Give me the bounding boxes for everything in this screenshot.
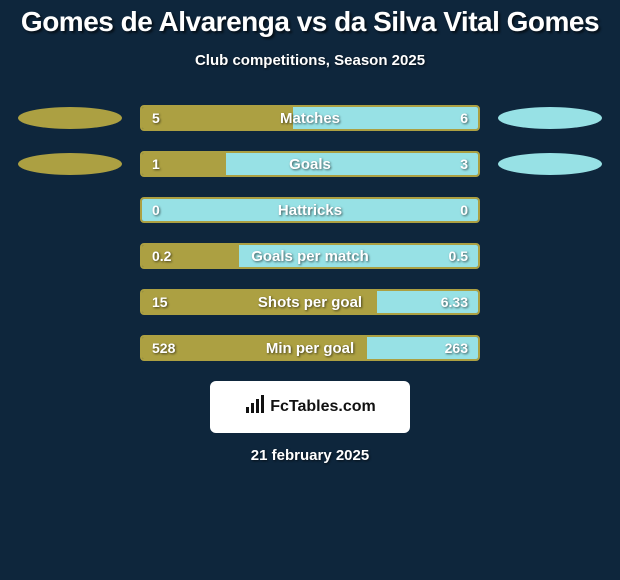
- stat-row: 56Matches: [0, 105, 620, 131]
- oval-spacer: [498, 245, 602, 267]
- chart-date: 21 february 2025: [0, 447, 620, 464]
- stat-row: 00Hattricks: [0, 197, 620, 223]
- comparison-chart: Gomes de Alvarenga vs da Silva Vital Gom…: [0, 0, 620, 580]
- stat-bar: 0.20.5Goals per match: [140, 243, 480, 269]
- chart-subtitle: Club competitions, Season 2025: [0, 52, 620, 69]
- chart-title: Gomes de Alvarenga vs da Silva Vital Gom…: [0, 0, 620, 38]
- brand-box: FcTables.com: [210, 381, 410, 433]
- stat-row: 0.20.5Goals per match: [0, 243, 620, 269]
- oval-spacer: [498, 291, 602, 313]
- stat-bar: 56Matches: [140, 105, 480, 131]
- player-left-oval: [18, 107, 122, 129]
- oval-spacer: [18, 245, 122, 267]
- oval-spacer: [18, 199, 122, 221]
- oval-spacer: [18, 291, 122, 313]
- oval-spacer: [498, 199, 602, 221]
- brand-text: FcTables.com: [270, 398, 376, 416]
- stat-bar: 00Hattricks: [140, 197, 480, 223]
- stat-bar: 13Goals: [140, 151, 480, 177]
- player-right-oval: [498, 107, 602, 129]
- stat-label: Matches: [142, 107, 478, 129]
- oval-spacer: [18, 337, 122, 359]
- stat-label: Goals: [142, 153, 478, 175]
- stat-rows: 56Matches 13Goals 00Hattricks 0.20.5Goals p…: [0, 105, 620, 361]
- stat-label: Shots per goal: [142, 291, 478, 313]
- stat-row: 528263Min per goal: [0, 335, 620, 361]
- stat-label: Hattricks: [142, 199, 478, 221]
- stat-bar: 156.33Shots per goal: [140, 289, 480, 315]
- player-left-oval: [18, 153, 122, 175]
- bar-chart-icon: [244, 395, 266, 420]
- stat-label: Goals per match: [142, 245, 478, 267]
- stat-label: Min per goal: [142, 337, 478, 359]
- stat-row: 156.33Shots per goal: [0, 289, 620, 315]
- oval-spacer: [498, 337, 602, 359]
- stat-row: 13Goals: [0, 151, 620, 177]
- player-right-oval: [498, 153, 602, 175]
- stat-bar: 528263Min per goal: [140, 335, 480, 361]
